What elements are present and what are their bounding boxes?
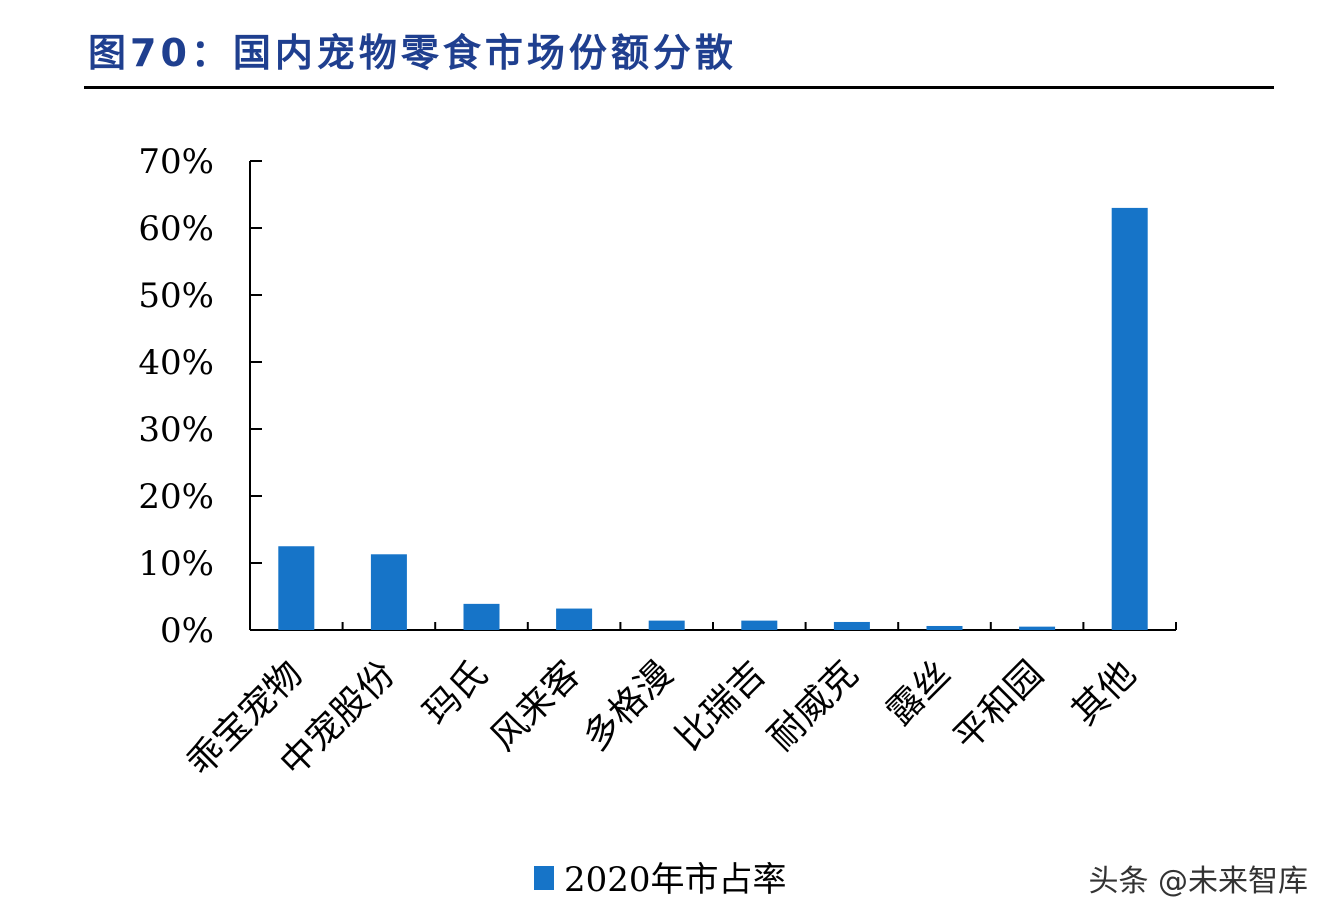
bar-series xyxy=(278,207,1148,630)
bar xyxy=(370,554,407,630)
bar xyxy=(833,621,870,630)
y-tick-label: 30% xyxy=(138,410,214,450)
legend-swatch xyxy=(534,866,554,890)
x-tick-label: 比瑞吉 xyxy=(668,653,773,758)
y-tick-label: 20% xyxy=(138,477,214,517)
y-tick-label: 10% xyxy=(138,544,214,584)
x-tick-label: 露丝 xyxy=(879,653,959,733)
y-tick-label: 0% xyxy=(160,611,214,651)
y-tick-label: 70% xyxy=(138,142,214,182)
legend-label: 2020年市占率 xyxy=(564,860,787,900)
watermark-text: 头条 @未来智库 xyxy=(1088,864,1308,899)
x-tick-label: 平和园 xyxy=(946,653,1051,758)
x-tick-label: 多格漫 xyxy=(576,653,681,758)
bar xyxy=(1111,207,1148,630)
bar xyxy=(1019,626,1056,630)
chart-title: 图70：国内宠物零食市场份额分散 xyxy=(88,31,737,75)
bar xyxy=(463,603,500,630)
bar xyxy=(926,625,963,630)
x-tick-label: 风来客 xyxy=(483,653,588,758)
y-tick-label: 50% xyxy=(138,276,214,316)
y-tick-label: 40% xyxy=(138,343,214,383)
legend: 2020年市占率 xyxy=(534,860,787,900)
bar xyxy=(741,620,778,630)
bar xyxy=(556,608,593,630)
bar xyxy=(648,620,685,630)
x-tick-label: 玛氏 xyxy=(416,653,496,733)
x-tick-label: 其他 xyxy=(1064,653,1144,733)
bar xyxy=(278,546,315,630)
x-tick-label: 耐威克 xyxy=(761,653,866,758)
y-tick-label: 60% xyxy=(138,209,214,249)
title-divider xyxy=(84,86,1274,89)
y-axis-ticks: 0% 10% 20% 30% 40% 50% 60% 70% xyxy=(138,142,262,651)
